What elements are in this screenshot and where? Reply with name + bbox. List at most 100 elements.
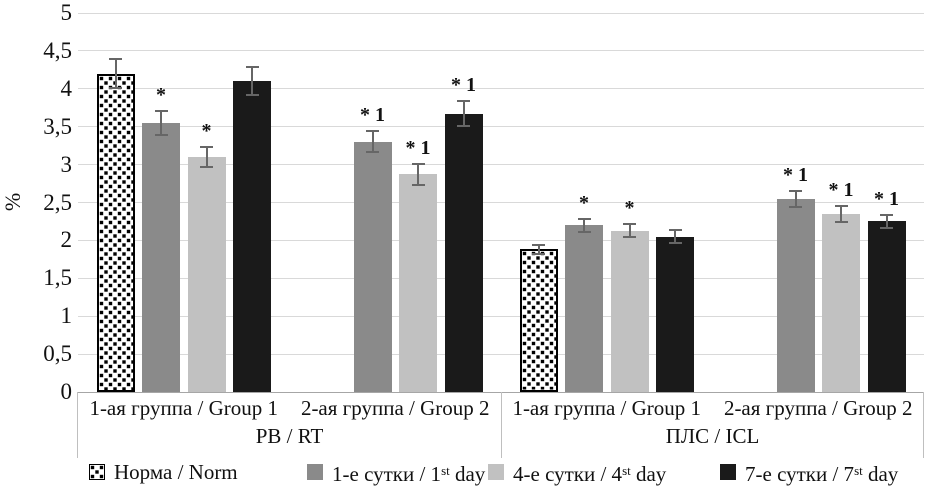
legend-swatch xyxy=(720,464,736,480)
gridline xyxy=(78,277,924,279)
bar xyxy=(444,113,483,392)
gridline xyxy=(78,50,924,52)
legend-label-part: day xyxy=(862,461,899,486)
error-bar-cap xyxy=(200,145,213,148)
bar xyxy=(187,157,226,392)
bar xyxy=(142,122,180,392)
error-bar-cap xyxy=(577,230,591,233)
error-bar xyxy=(794,189,797,208)
legend-label-part: st xyxy=(441,462,450,478)
legend-swatch-pattern xyxy=(89,464,105,480)
error-bar-cap xyxy=(577,217,591,220)
bar-annotation: * 1 xyxy=(451,74,476,97)
y-tick-label: 3,5 xyxy=(43,113,72,139)
error-bar xyxy=(885,213,888,230)
gridline xyxy=(78,164,924,166)
error-bar-cap xyxy=(834,220,848,223)
legend-label: 4-е сутки / 4st day xyxy=(513,458,666,487)
legend-label: Норма / Norm xyxy=(114,459,238,485)
error-bar-cap xyxy=(411,183,425,186)
bar xyxy=(656,236,694,392)
axis-group-label: РВ / RT xyxy=(255,424,324,448)
error-bar xyxy=(462,100,465,128)
error-bar-cap xyxy=(154,133,168,136)
error-bar-cap xyxy=(245,66,259,69)
legend-label-part: day xyxy=(630,461,667,486)
category-label: 1-ая группа / Group 1 xyxy=(89,396,279,420)
category-label: 1-ая группа / Group 1 xyxy=(512,396,702,420)
bar xyxy=(353,141,392,392)
legend-label-part: st xyxy=(622,462,631,478)
error-bar-cap xyxy=(200,166,213,169)
y-tick-label: 1 xyxy=(60,303,73,329)
y-tick-label: 0,5 xyxy=(43,341,72,367)
legend-item: 1-е сутки / 1st day xyxy=(307,458,485,487)
category-separator xyxy=(77,392,78,458)
error-bar xyxy=(628,222,631,239)
y-tick-label: 3 xyxy=(60,151,73,177)
bar-annotation: * 1 xyxy=(783,163,808,186)
error-bar xyxy=(160,110,162,136)
error-bar-cap xyxy=(245,94,259,97)
y-tick-label: 0 xyxy=(60,379,73,404)
error-bar-cap xyxy=(880,213,893,216)
bar-annotation: * xyxy=(201,119,212,142)
bar xyxy=(399,174,437,392)
bar xyxy=(96,73,135,392)
legend-item: 7-е сутки / 7st day xyxy=(720,458,898,487)
axis-group-label: ПЛС / ICL xyxy=(665,424,760,448)
error-bar xyxy=(537,244,540,255)
gridline xyxy=(78,315,924,317)
dots-pattern-fill xyxy=(521,251,556,390)
legend-label-part: st xyxy=(854,462,863,478)
bar-annotation: * xyxy=(624,196,635,219)
y-tick-label: 1,5 xyxy=(43,265,72,291)
error-bar xyxy=(583,217,585,233)
bar-annotation: * 1 xyxy=(360,104,385,127)
bar xyxy=(519,249,558,392)
dots-pattern-fill xyxy=(90,465,104,479)
gridline xyxy=(78,12,924,14)
bar-annotation: * 1 xyxy=(405,137,431,160)
bar xyxy=(776,198,815,392)
error-bar-cap xyxy=(154,110,168,113)
error-bar-cap xyxy=(366,130,379,133)
gridline xyxy=(78,239,924,241)
legend-label-part: 7-е сутки / 7 xyxy=(745,461,855,486)
error-bar-cap xyxy=(623,236,636,239)
error-bar-cap xyxy=(623,222,636,225)
bar xyxy=(867,221,906,392)
bar xyxy=(610,230,649,392)
error-bar-cap xyxy=(668,229,682,232)
legend-label-part: 4-е сутки / 4 xyxy=(513,461,623,486)
error-bar-cap xyxy=(789,189,802,192)
bar-annotation: * 1 xyxy=(874,187,899,210)
y-tick-label: 2,5 xyxy=(43,189,72,215)
legend-label: 1-е сутки / 1st day xyxy=(332,458,485,487)
y-tick-label: 5 xyxy=(60,0,73,25)
bar xyxy=(565,225,603,392)
legend-label: 7-е сутки / 7st day xyxy=(745,458,898,487)
legend-label-part: Норма / Norm xyxy=(114,460,238,484)
error-bar xyxy=(674,229,676,245)
gridline xyxy=(78,126,924,128)
error-bar-cap xyxy=(109,86,122,89)
error-bar-cap xyxy=(532,244,545,247)
legend-swatch xyxy=(488,464,504,480)
category-label: 2-ая группа / Group 2 xyxy=(300,396,490,420)
y-tick-label: 4 xyxy=(60,75,73,101)
error-bar xyxy=(840,204,842,223)
error-bar xyxy=(205,145,208,169)
legend-swatch xyxy=(307,464,323,480)
gridline xyxy=(78,202,924,203)
bar xyxy=(822,213,860,392)
error-bar-cap xyxy=(532,252,545,255)
error-bar-cap xyxy=(668,242,682,245)
error-bar-cap xyxy=(366,151,379,154)
bar xyxy=(233,81,271,392)
error-bar xyxy=(114,58,117,89)
error-bar-cap xyxy=(457,125,470,128)
y-tick-label: 4,5 xyxy=(43,37,72,63)
error-bar-cap xyxy=(411,163,425,166)
